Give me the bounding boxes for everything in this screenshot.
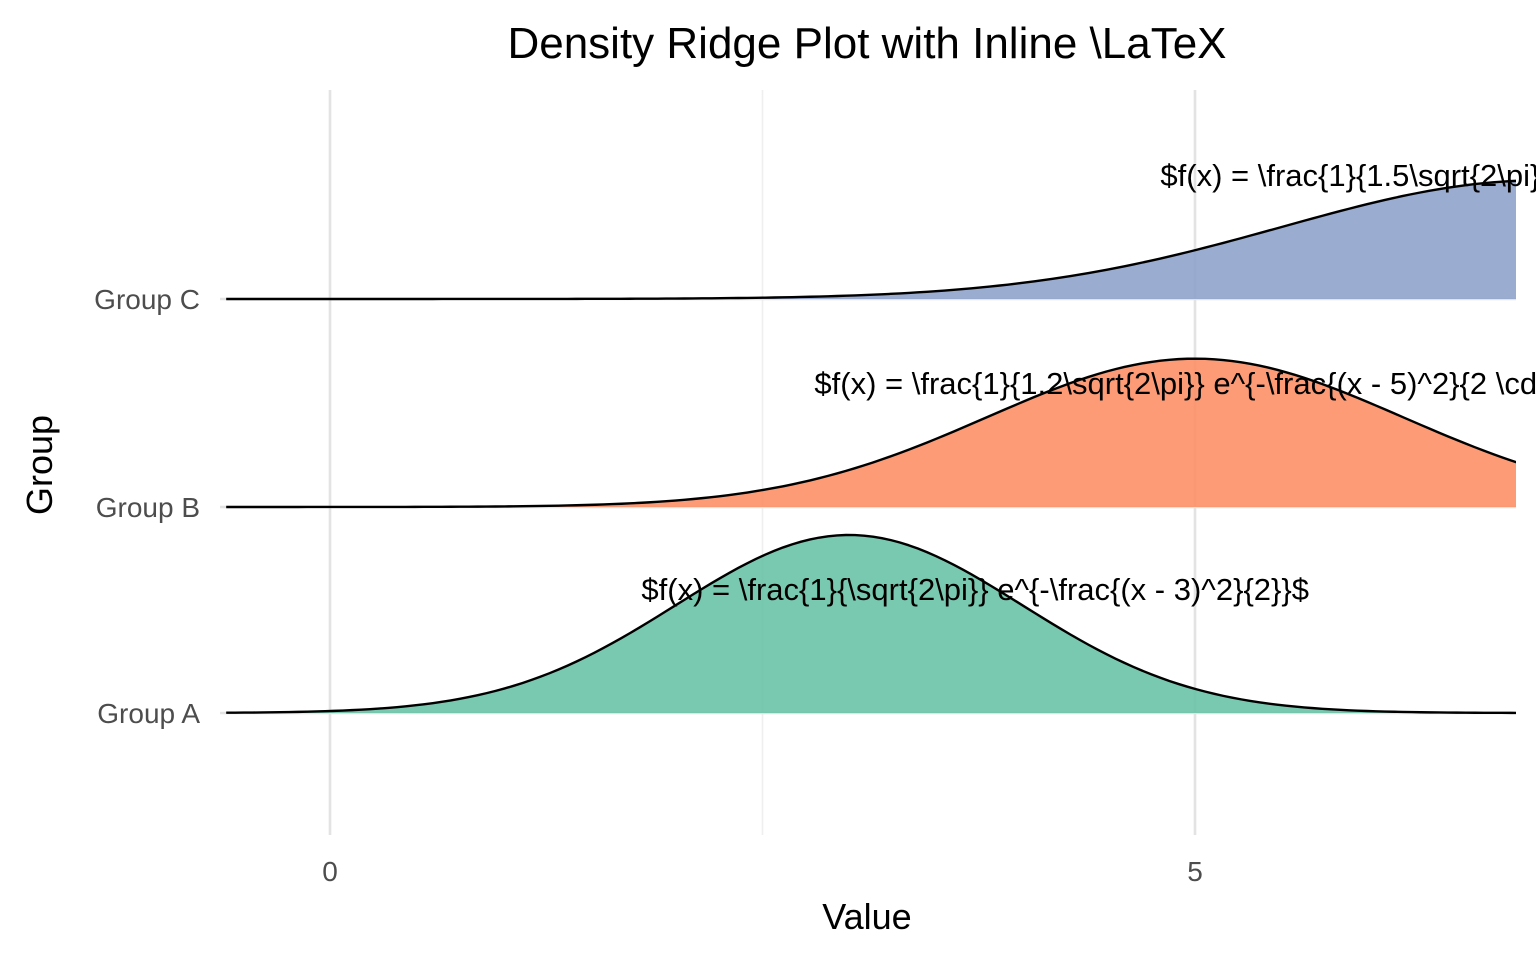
x-tick-label: 0 <box>322 856 338 887</box>
y-tick-label: Group C <box>94 284 200 315</box>
group-b-density-curve <box>226 357 1516 509</box>
x-tick-label: 5 <box>1187 856 1203 887</box>
group-c-density-curve <box>226 179 1516 301</box>
x-axis-title: Value <box>822 896 911 937</box>
annotations: $f(x) = \frac{1}{\sqrt{2\pi}} e^{-\frac{… <box>641 158 1536 607</box>
group-b-density-fill <box>226 358 1516 507</box>
x-axis-ticks: 0510 <box>322 856 1203 887</box>
y-tick-label: Group B <box>96 492 200 523</box>
y-tick-label: Group A <box>97 698 200 729</box>
y-axis-ticks: Group A Group B Group C <box>94 284 200 729</box>
group-c-formula-label: $f(x) = \frac{1}{1.5\sqrt{2\pi}} e^{-\fr… <box>1160 158 1536 193</box>
group-b-formula-label: $f(x) = \frac{1}{1.2\sqrt{2\pi}} e^{-\fr… <box>814 366 1536 401</box>
group-a-density-curve <box>226 533 1516 715</box>
ridges <box>226 179 1516 715</box>
group-a-formula-label: $f(x) = \frac{1}{\sqrt{2\pi}} e^{-\frac{… <box>641 572 1309 607</box>
y-axis-title: Group <box>19 415 60 515</box>
group-a-density-fill <box>226 535 1516 713</box>
group-c-density-fill <box>226 180 1516 299</box>
chart-title: Density Ridge Plot with Inline \LaTeX <box>507 19 1226 68</box>
